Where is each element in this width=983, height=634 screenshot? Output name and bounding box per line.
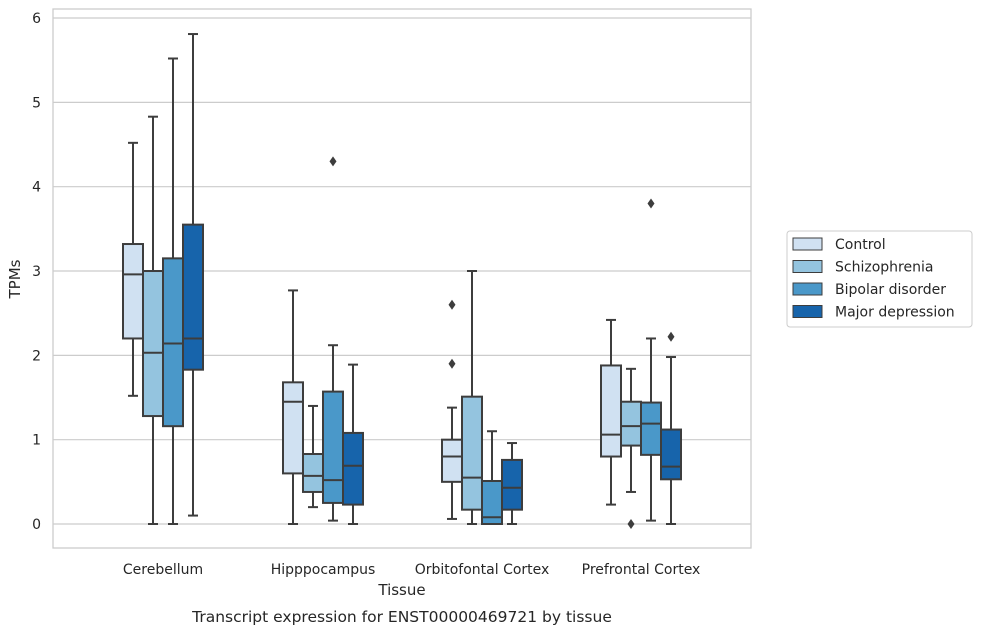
legend-frame (786, 230, 973, 328)
outlier-point (627, 519, 635, 529)
plot-frame (52, 8, 752, 549)
x-tick-labels: Cerebellum Hipppocampus Orbitofontal Corte… (123, 562, 700, 578)
box (600, 364, 622, 458)
box (342, 431, 364, 506)
box (441, 438, 463, 483)
legend-label: Schizophrenia (835, 260, 933, 276)
legend-swatch (792, 260, 823, 273)
y-tick-label: 2 (32, 348, 41, 364)
series-bipolar-disorder (162, 57, 662, 525)
box (142, 270, 164, 418)
y-tick-labels: 0 1 2 3 4 5 6 (32, 11, 41, 533)
legend-swatch (792, 305, 823, 318)
y-tick-label: 6 (32, 11, 41, 27)
outlier-point (329, 156, 337, 167)
box (501, 458, 523, 511)
box (122, 243, 144, 340)
box (640, 401, 662, 456)
outlier-point (667, 331, 675, 342)
series-control (122, 141, 622, 525)
box (282, 381, 304, 475)
box (182, 223, 204, 371)
box (322, 390, 344, 504)
legend-swatch (792, 282, 823, 296)
outlier-point (647, 198, 655, 209)
x-tick-label: Hipppocampus (271, 562, 376, 578)
legend-label: Bipolar disorder (835, 282, 946, 298)
box (302, 453, 324, 493)
y-tick-label: 0 (32, 517, 41, 533)
outlier-point (448, 299, 456, 310)
x-axis-title: Tissue (377, 581, 425, 599)
y-tick-label: 5 (32, 95, 41, 111)
box (620, 400, 642, 447)
chart-caption: Transcript expression for ENST0000046972… (191, 608, 612, 626)
x-tick-label: Cerebellum (123, 562, 203, 578)
box (461, 395, 483, 511)
series-schizophrenia (142, 115, 642, 529)
y-tick-label: 4 (32, 180, 41, 196)
legend-label: Control (835, 237, 886, 253)
series-major-depression (182, 33, 682, 525)
x-tick-label: Orbitofontal Cortex (415, 562, 550, 578)
box-series (122, 33, 682, 529)
legend-label: Major depression (835, 305, 955, 321)
outlier-point (448, 358, 456, 369)
y-tick-label: 3 (32, 264, 41, 280)
y-axis-title: TPMs (6, 259, 24, 299)
box (660, 428, 682, 481)
box (162, 257, 184, 428)
y-tick-label: 1 (32, 433, 41, 449)
legend-swatch (792, 237, 823, 251)
legend: Control Schizophrenia Bipolar disorder Majo… (786, 230, 973, 328)
x-tick-label: Prefrontal Cortex (582, 562, 701, 578)
